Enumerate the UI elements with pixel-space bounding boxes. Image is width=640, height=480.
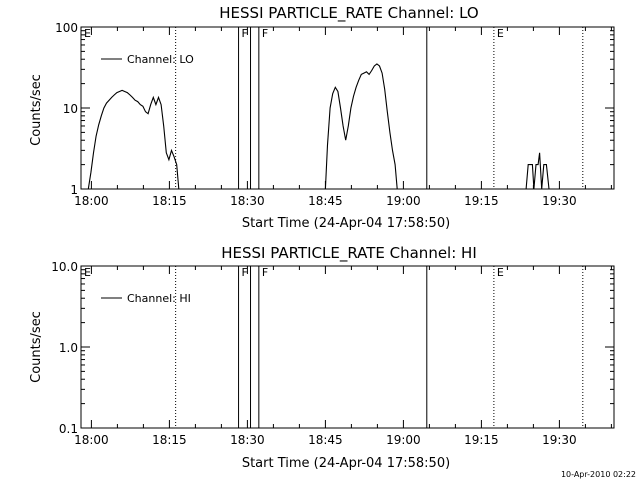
x-axis-label: Start Time (24-Apr-04 17:58:50) bbox=[242, 456, 450, 471]
x-tick-label: 18:45 bbox=[308, 194, 343, 208]
x-tick-label: 19:30 bbox=[542, 433, 577, 447]
plot-frame bbox=[80, 26, 615, 190]
event-marker-label: E bbox=[497, 27, 504, 40]
event-marker-label: E bbox=[84, 266, 91, 279]
x-tick-label: 19:15 bbox=[464, 433, 499, 447]
x-tick-label: 19:15 bbox=[464, 194, 499, 208]
x-axis-label: Start Time (24-Apr-04 17:58:50) bbox=[242, 216, 450, 231]
x-tick-label: 18:15 bbox=[152, 433, 187, 447]
series-line bbox=[87, 89, 180, 190]
event-marker-label: F bbox=[262, 27, 268, 40]
y-axis-label: Counts/sec bbox=[29, 311, 44, 383]
panel-channel-lo: HESSI PARTICLE_RATE Channel: LO Counts/s… bbox=[29, 4, 615, 231]
y-tick-label: 1.0 bbox=[59, 341, 78, 355]
legend-label: Channel: HI bbox=[127, 292, 191, 305]
event-marker-label: F bbox=[242, 27, 248, 40]
x-tick-label: 19:30 bbox=[542, 194, 577, 208]
chart-title: HESSI PARTICLE_RATE Channel: HI bbox=[221, 244, 477, 263]
x-tick-label: 19:00 bbox=[386, 433, 421, 447]
panel-channel-hi: HESSI PARTICLE_RATE Channel: HI Counts/s… bbox=[29, 244, 615, 471]
event-marker-label: E bbox=[84, 27, 91, 40]
y-axis-label: Counts/sec bbox=[29, 74, 44, 146]
y-tick-label: 0.1 bbox=[59, 422, 78, 436]
y-tick-label: 100 bbox=[55, 21, 78, 35]
legend-label: Channel: LO bbox=[127, 53, 194, 66]
x-tick-label: 18:30 bbox=[230, 194, 265, 208]
x-tick-label: 18:30 bbox=[230, 433, 265, 447]
event-marker-label: F bbox=[262, 266, 268, 279]
plot-frame bbox=[80, 265, 615, 429]
y-tick-label: 1 bbox=[70, 183, 78, 197]
event-marker-label: E bbox=[497, 266, 504, 279]
x-tick-label: 18:00 bbox=[74, 194, 109, 208]
y-tick-label: 10.0 bbox=[51, 260, 78, 274]
x-tick-label: 18:15 bbox=[152, 194, 187, 208]
chart-title: HESSI PARTICLE_RATE Channel: LO bbox=[219, 4, 478, 23]
x-tick-label: 19:00 bbox=[386, 194, 421, 208]
x-tick-label: 18:00 bbox=[74, 433, 109, 447]
series-line bbox=[525, 152, 550, 190]
footer-timestamp: 10-Apr-2010 02:22 bbox=[561, 470, 636, 479]
series-line bbox=[324, 63, 398, 190]
y-tick-label: 10 bbox=[63, 102, 78, 116]
x-tick-label: 18:45 bbox=[308, 433, 343, 447]
event-marker-label: F bbox=[242, 266, 248, 279]
